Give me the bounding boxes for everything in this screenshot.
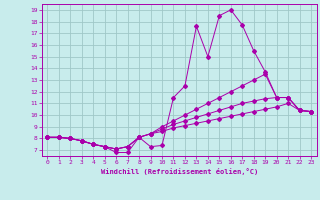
X-axis label: Windchill (Refroidissement éolien,°C): Windchill (Refroidissement éolien,°C) xyxy=(100,168,258,175)
